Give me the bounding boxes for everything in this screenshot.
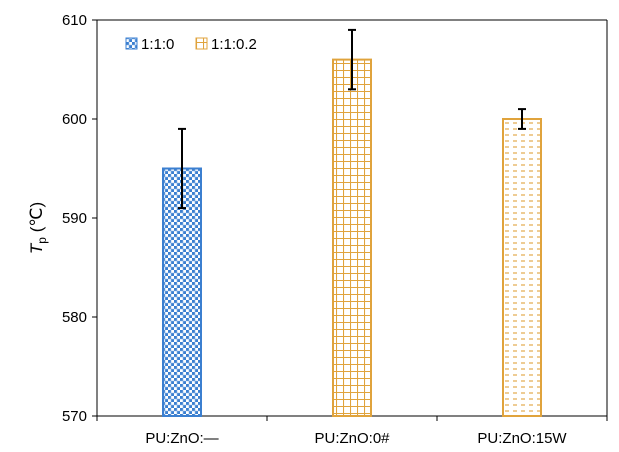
- x-ticks: PU:ZnO:— PU:ZnO:0# PU:ZnO:15W: [96, 416, 608, 447]
- y-tick-label: 570: [62, 408, 87, 425]
- x-tick-label: PU:ZnO:0#: [314, 430, 390, 447]
- legend: 1:1:0 1:1:0.2: [125, 36, 257, 53]
- x-tick-label: PU:ZnO:15W: [477, 430, 567, 447]
- x-tick-label: PU:ZnO:—: [145, 430, 218, 447]
- y-ticks: 570 580 590 600 610: [62, 12, 97, 425]
- bar: [162, 167, 202, 417]
- bar: [502, 118, 542, 417]
- y-tick-label: 600: [62, 111, 87, 128]
- legend-item-1: 1:1:0: [125, 36, 174, 53]
- legend-label-1: 1:1:0: [141, 36, 174, 53]
- error-bars: [178, 28, 526, 210]
- y-axis-label-symbol: T: [27, 242, 46, 254]
- y-axis-label: Tp (℃): [27, 202, 49, 254]
- y-tick-label: 590: [62, 210, 87, 227]
- legend-item-2: 1:1:0.2: [195, 36, 257, 53]
- y-axis-label-unit: (℃): [27, 202, 46, 237]
- bars: [162, 58, 542, 417]
- y-axis-label-subscript: p: [35, 237, 49, 244]
- bar: [332, 58, 372, 417]
- y-tick-label: 580: [62, 309, 87, 326]
- legend-swatch-2: [195, 37, 208, 50]
- y-tick-label: 610: [62, 12, 87, 29]
- legend-label-2: 1:1:0.2: [211, 36, 257, 53]
- legend-swatch-1: [125, 37, 138, 50]
